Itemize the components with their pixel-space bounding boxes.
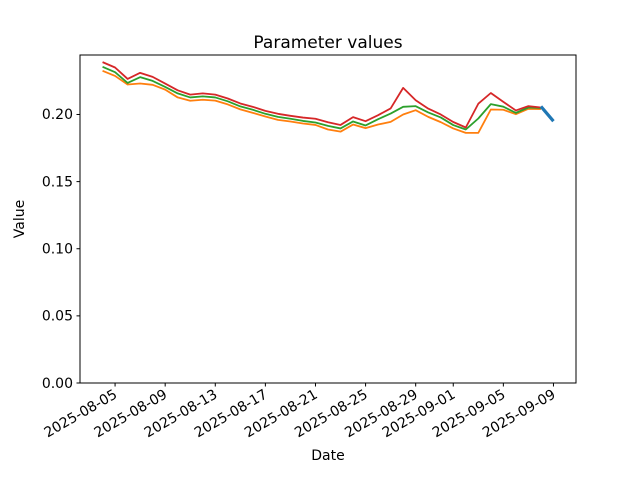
plot-series	[102, 61, 555, 134]
y-tick-label: 0.20	[42, 107, 73, 123]
y-tick-label: 0.00	[42, 376, 73, 392]
y-axis-label: Value	[12, 200, 28, 238]
blue-line	[539, 105, 555, 123]
y-tick-label: 0.15	[42, 174, 73, 190]
x-axis-label: Date	[311, 448, 344, 464]
orange-line	[102, 70, 541, 134]
axes-spines	[79, 54, 577, 384]
green-line	[102, 65, 541, 131]
axis-ticks: 0.000.050.100.150.202025-08-052025-08-09…	[42, 107, 559, 441]
chart-title: Parameter values	[253, 33, 402, 53]
y-tick-label: 0.05	[42, 309, 73, 325]
red-line	[102, 61, 542, 129]
y-tick-label: 0.10	[42, 241, 73, 257]
